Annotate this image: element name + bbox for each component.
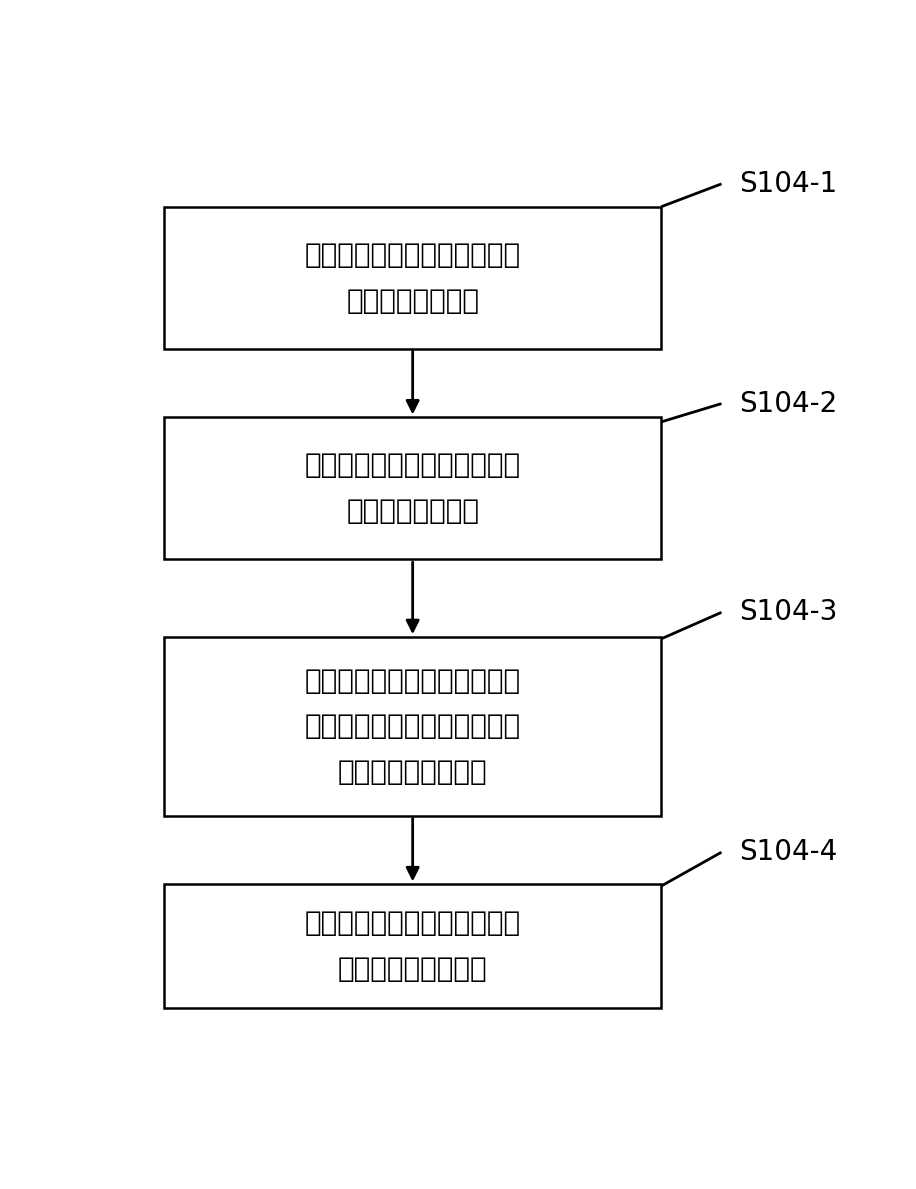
Text: 控制所述空调内的风机按照所
述目标风机转速工作: 控制所述空调内的风机按照所 述目标风机转速工作 — [305, 910, 520, 983]
Bar — [164, 417, 661, 559]
Text: S104-2: S104-2 — [739, 390, 837, 417]
Bar — [164, 885, 661, 1008]
Text: 所述空调内一环境温度传感器
检测当前环境温度: 所述空调内一环境温度传感器 检测当前环境温度 — [305, 241, 520, 315]
Text: S104-4: S104-4 — [739, 838, 837, 867]
Text: 求所述当前环境温度与所述工
作目标温度的差值: 求所述当前环境温度与所述工 作目标温度的差值 — [305, 452, 520, 526]
Text: 将所述差值乘以一预设于所述
存储介质内的换算系数，得到
空调的目标风机转速: 将所述差值乘以一预设于所述 存储介质内的换算系数，得到 空调的目标风机转速 — [305, 667, 520, 786]
Bar — [164, 207, 661, 348]
Bar — [164, 637, 661, 816]
Text: S104-1: S104-1 — [739, 170, 837, 197]
Text: S104-3: S104-3 — [739, 598, 837, 627]
